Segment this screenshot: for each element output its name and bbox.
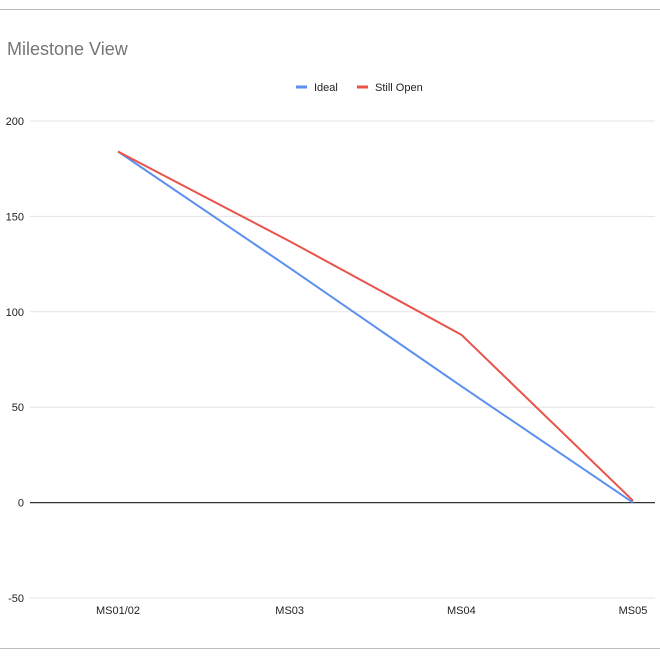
- series-lines: [117, 150, 635, 504]
- y-tick-label: 200: [6, 116, 24, 128]
- legend-label[interactable]: Ideal: [314, 82, 338, 94]
- y-tick-label: 100: [6, 307, 24, 319]
- data-point[interactable]: [288, 240, 291, 243]
- data-point[interactable]: [460, 385, 463, 388]
- legend-swatch: [357, 85, 368, 89]
- y-tick-label: 0: [18, 498, 24, 510]
- x-tick-label: MS05: [619, 605, 648, 617]
- series-line-still-open[interactable]: [117, 150, 634, 502]
- y-tick-label: -50: [8, 593, 24, 605]
- y-axis-ticks: 200 150 100 50 0 -50: [6, 116, 24, 605]
- legend-label[interactable]: Still Open: [375, 82, 423, 94]
- x-tick-label: MS04: [447, 605, 476, 617]
- chart-title: Milestone View: [7, 39, 128, 59]
- data-point[interactable]: [288, 266, 291, 269]
- data-point[interactable]: [460, 333, 463, 336]
- x-tick-label: MS03: [275, 605, 304, 617]
- y-tick-label: 150: [6, 211, 24, 223]
- x-axis-ticks: MS01/02 MS03 MS04 MS05: [96, 605, 647, 617]
- chart-frame: [0, 9, 660, 649]
- x-tick-label: MS01/02: [96, 605, 140, 617]
- legend[interactable]: Ideal Still Open: [296, 82, 423, 94]
- legend-swatch: [296, 85, 307, 89]
- y-tick-label: 50: [12, 402, 24, 414]
- gridlines: [30, 120, 655, 599]
- series-line-ideal[interactable]: [117, 150, 634, 504]
- data-point[interactable]: [632, 499, 635, 502]
- data-point[interactable]: [117, 150, 120, 153]
